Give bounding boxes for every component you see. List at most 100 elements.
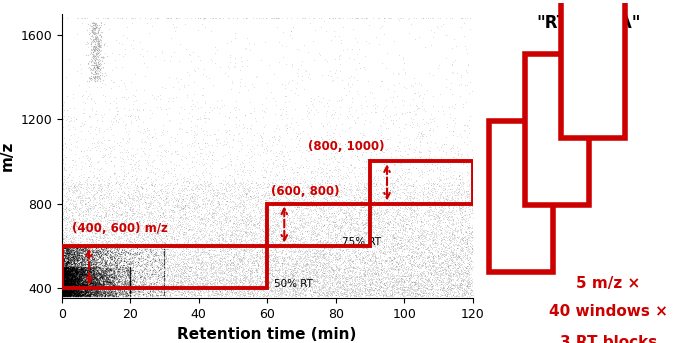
Point (296, 191, 307, 197)
Point (114, 207, 125, 213)
Point (461, 182, 472, 188)
Point (64, 251, 75, 257)
Point (80, 280, 91, 285)
Point (71, 276, 82, 281)
Point (67, 249, 78, 255)
Point (360, 220, 371, 226)
Point (221, 215, 232, 221)
Point (329, 244, 340, 249)
Point (68, 206, 79, 212)
Point (119, 125, 130, 131)
Point (274, 245, 285, 250)
Point (59, 277, 70, 283)
Point (83, 285, 94, 291)
Point (60, 254, 71, 260)
Point (99, 153, 110, 158)
Point (334, 230, 345, 236)
Point (131, 244, 142, 249)
Point (125, 279, 136, 285)
Point (399, 84, 410, 90)
Point (97, 294, 108, 299)
Point (328, 245, 339, 250)
Point (272, 222, 283, 227)
Point (314, 244, 325, 250)
Point (416, 278, 427, 283)
Point (90, 24, 101, 29)
Point (367, 237, 378, 242)
Point (436, 271, 447, 277)
Point (92, 286, 103, 292)
Point (71, 267, 82, 272)
Point (348, 225, 359, 230)
Point (58, 291, 69, 296)
Point (84, 219, 95, 224)
Point (59, 288, 70, 294)
Point (57, 271, 68, 277)
Point (412, 105, 423, 110)
Point (61, 214, 72, 219)
Point (101, 252, 112, 257)
Point (348, 244, 359, 249)
Point (318, 248, 329, 253)
Point (425, 182, 436, 188)
Point (444, 224, 455, 230)
Point (336, 275, 347, 281)
Point (399, 225, 410, 230)
Point (247, 208, 258, 213)
Point (212, 127, 223, 132)
Point (401, 134, 412, 140)
Point (157, 48, 168, 54)
Point (364, 292, 375, 297)
Point (149, 251, 160, 257)
Point (220, 259, 231, 265)
Point (84, 281, 95, 287)
Point (455, 277, 466, 283)
Point (336, 270, 347, 276)
Point (80, 201, 91, 207)
Point (460, 270, 471, 275)
Point (60, 267, 71, 272)
Point (62, 250, 73, 255)
Point (205, 149, 216, 154)
Point (129, 236, 140, 241)
Point (243, 253, 254, 259)
Point (247, 274, 258, 279)
Point (444, 217, 455, 222)
Point (457, 191, 468, 196)
Point (430, 293, 441, 298)
Point (436, 269, 447, 274)
Point (60, 235, 71, 240)
Point (309, 272, 320, 278)
Point (204, 228, 215, 233)
Point (157, 50, 168, 56)
Point (113, 200, 124, 205)
Point (125, 282, 136, 287)
Point (208, 222, 219, 227)
Point (86, 265, 97, 270)
Point (247, 277, 258, 283)
Point (316, 248, 327, 254)
Point (295, 222, 306, 227)
Point (238, 289, 249, 294)
Point (323, 276, 334, 281)
Point (233, 224, 244, 229)
Point (125, 275, 136, 281)
Point (209, 274, 220, 280)
Point (168, 216, 179, 221)
Point (58, 266, 69, 272)
Point (93, 241, 104, 247)
Point (240, 205, 251, 210)
Point (71, 275, 82, 281)
Point (71, 266, 82, 272)
Point (310, 253, 321, 259)
Point (164, 283, 175, 288)
Point (232, 285, 243, 291)
Point (71, 294, 82, 299)
Point (454, 255, 465, 261)
Point (463, 196, 474, 201)
Point (136, 255, 147, 261)
Point (69, 292, 80, 297)
Point (325, 252, 336, 258)
Point (116, 256, 127, 261)
Point (305, 219, 316, 224)
